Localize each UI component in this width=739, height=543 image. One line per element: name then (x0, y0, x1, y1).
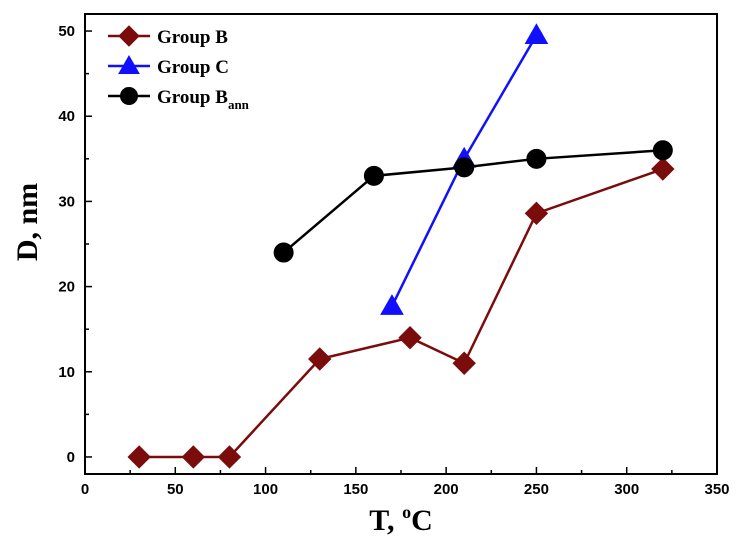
legend-label-text: Group C (157, 57, 229, 78)
x-tick-label: 200 (434, 481, 459, 498)
legend-entry: Group C (108, 54, 229, 78)
x-axis-title-sup: o (402, 502, 411, 522)
data-point-circle (454, 157, 475, 178)
data-point-diamond (452, 351, 476, 375)
y-axis-title: D, nm (11, 183, 44, 261)
data-point-diamond (308, 347, 332, 371)
data-point-diamond (217, 445, 242, 469)
x-axis-title-unit: C (411, 504, 433, 537)
x-tick-label: 350 (704, 481, 729, 498)
y-tick-label: 10 (58, 364, 75, 381)
data-point-diamond (651, 157, 675, 181)
x-tick-label: 50 (167, 481, 184, 498)
plot-frame (84, 13, 718, 475)
legend-label: Group B (157, 27, 228, 48)
data-point-diamond (181, 445, 206, 469)
data-point-circle (363, 165, 384, 186)
series-0 (127, 157, 675, 469)
legend-label-text: Group B (157, 87, 228, 108)
y-tick-label: 40 (58, 108, 75, 125)
data-point-circle (273, 242, 294, 263)
data-point-diamond (524, 201, 549, 226)
y-tick-label: 20 (58, 279, 75, 296)
legend-entry: Group B (108, 25, 228, 48)
legend-label: Group Bann (157, 87, 250, 112)
data-point-triangle (524, 23, 549, 45)
legend-label-subscript: ann (228, 97, 250, 112)
x-axis-title: T, oC (369, 502, 432, 537)
legend-label-text: Group B (157, 27, 228, 48)
legend-entry: Group Bann (108, 87, 250, 112)
legend-label: Group C (157, 57, 229, 78)
y-tick-label: 0 (67, 449, 75, 466)
series-2 (273, 140, 673, 263)
data-point-diamond (398, 325, 422, 350)
legend-marker-circle (120, 87, 138, 105)
x-tick-label: 250 (524, 481, 549, 498)
axis-ticks: 0 50 100 150 200 250 300 350 0 10 20 30 40 50 (58, 23, 729, 498)
x-tick-label: 300 (614, 481, 639, 498)
y-tick-label: 30 (58, 193, 75, 210)
legend-marker-diamond (118, 25, 140, 47)
data-point-circle (526, 148, 547, 169)
x-tick-label: 150 (343, 481, 368, 498)
data-point-circle (652, 140, 673, 161)
data-point-diamond (127, 445, 151, 469)
series-group (127, 23, 675, 469)
x-tick-label: 100 (253, 481, 278, 498)
y-tick-label: 50 (58, 23, 75, 40)
x-tick-label: 0 (81, 481, 89, 498)
x-axis-title-main: T, (369, 504, 402, 537)
data-point-triangle (380, 294, 404, 315)
legend-marker-triangle (118, 54, 140, 74)
